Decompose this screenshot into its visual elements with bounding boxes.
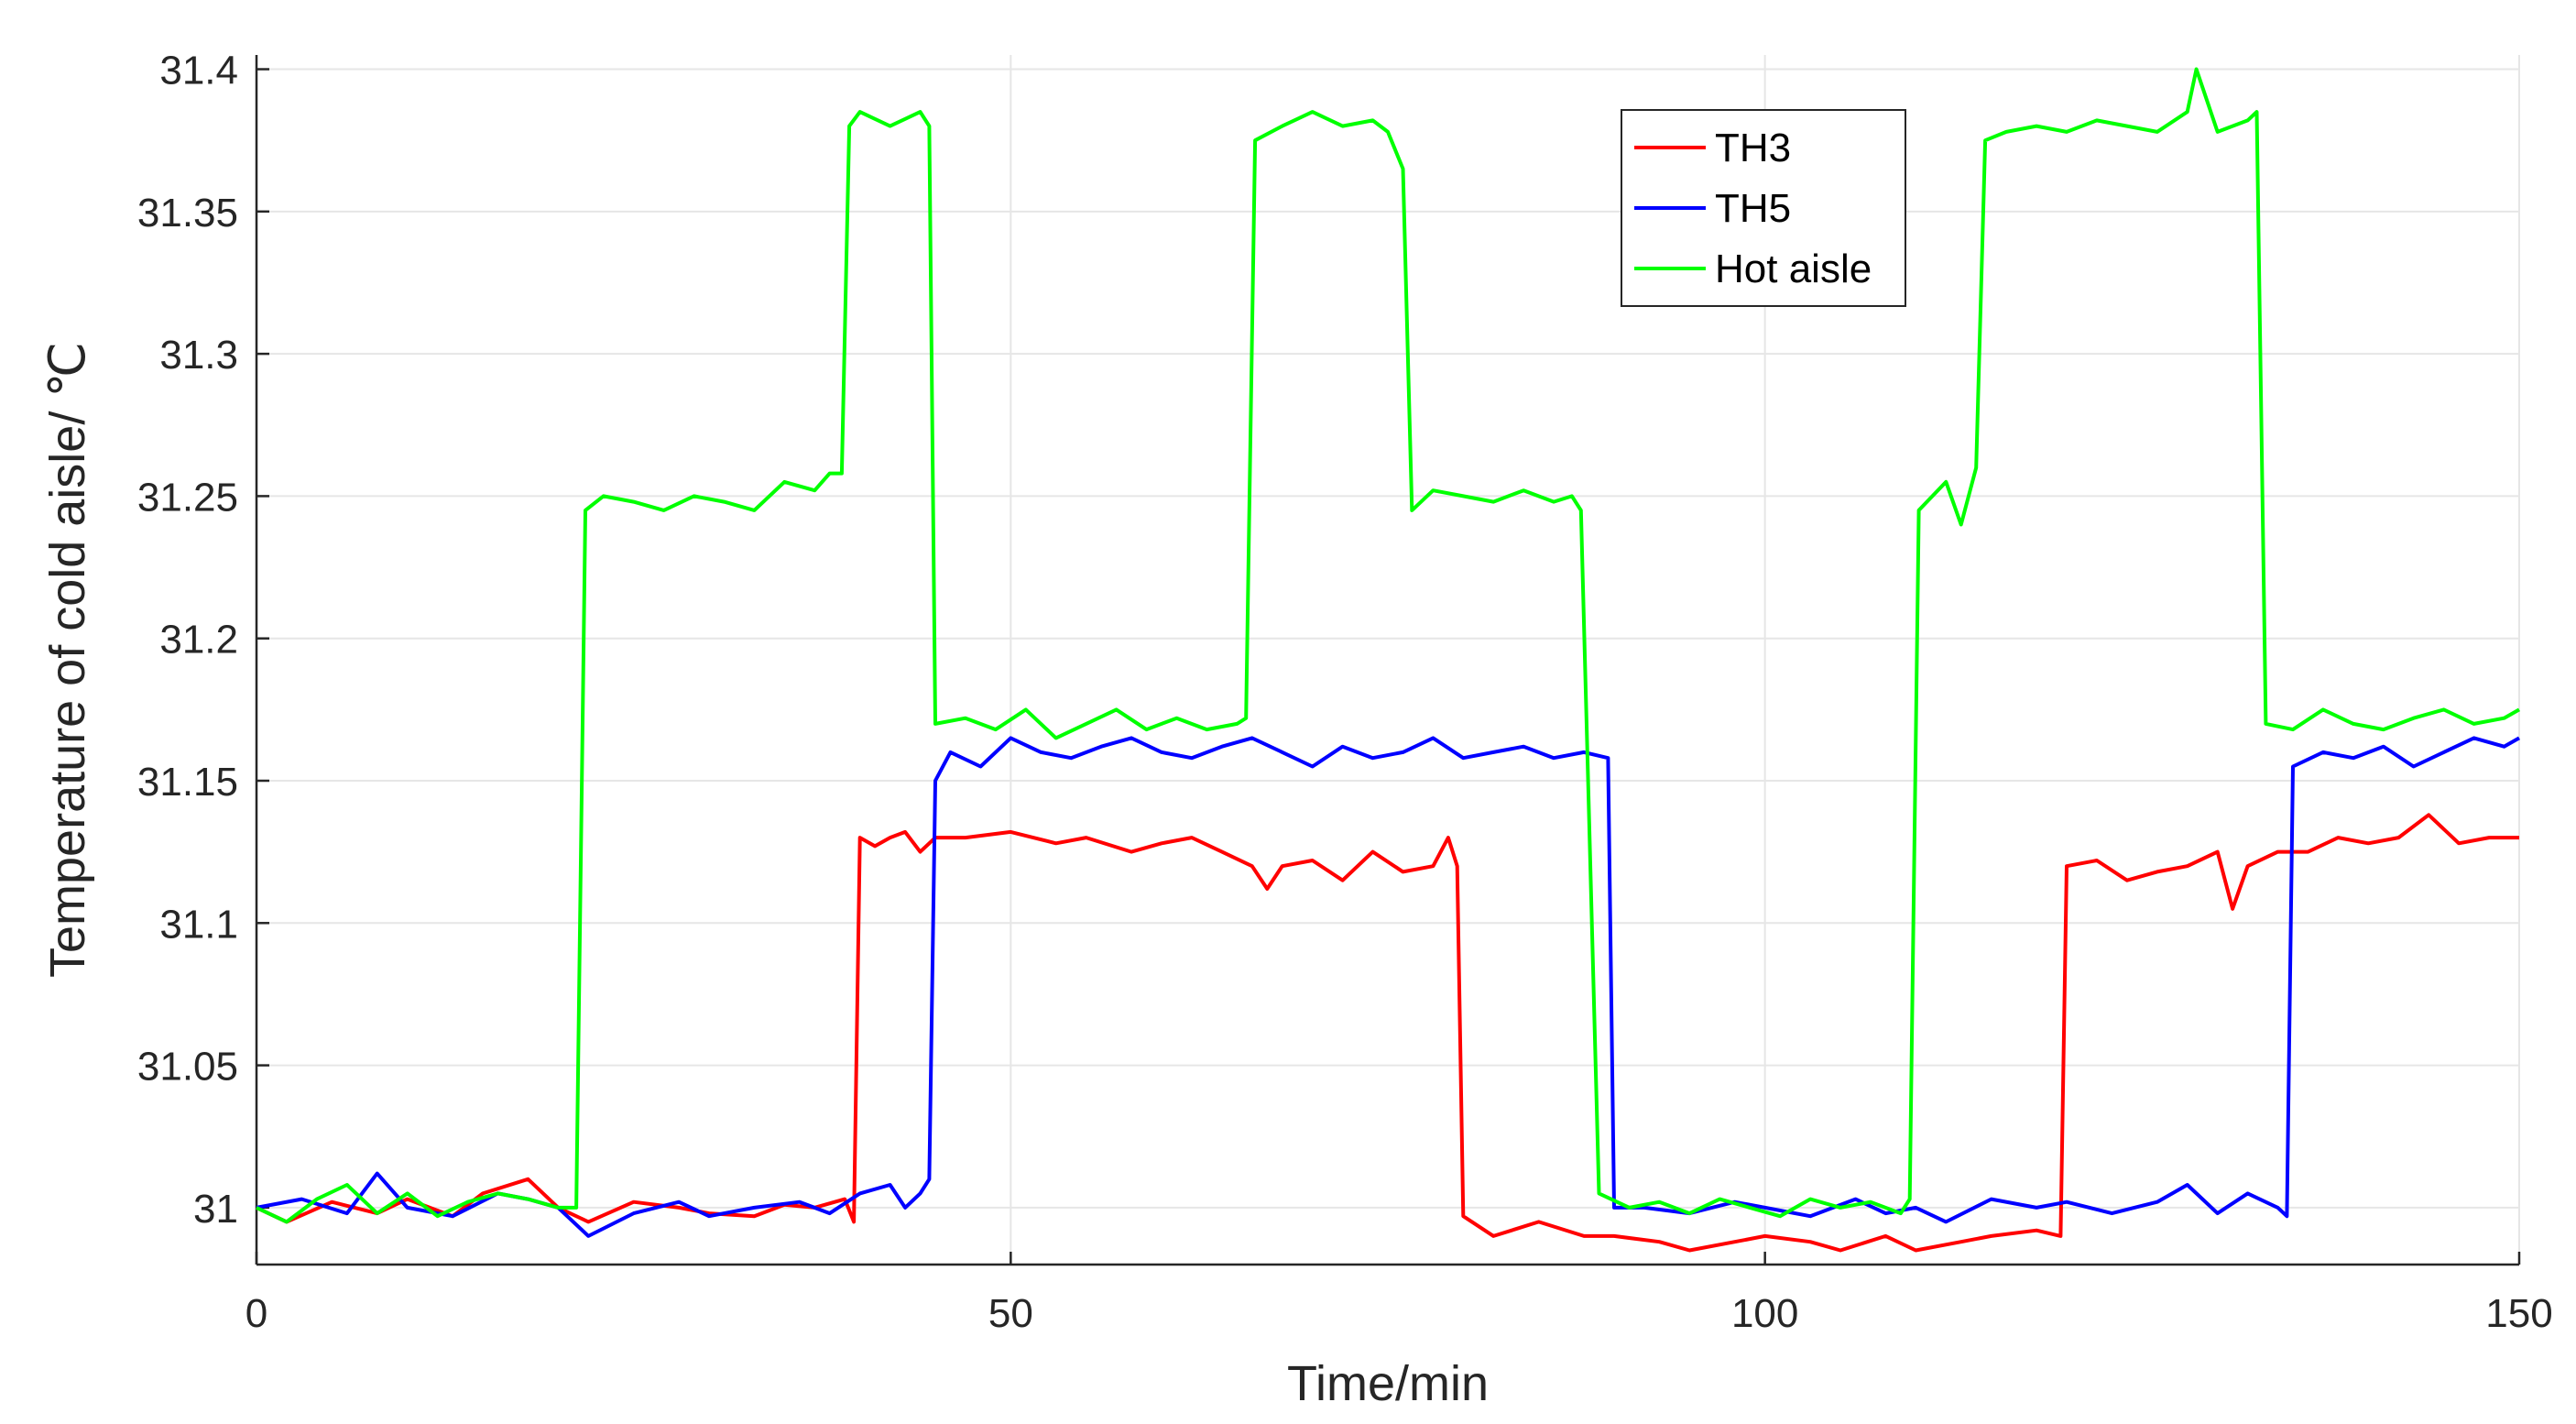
y-tick-label: 31 <box>193 1187 238 1232</box>
y-tick-label: 31.25 <box>137 475 238 520</box>
x-tick-label: 150 <box>2485 1291 2552 1336</box>
legend: TH3 TH5 Hot aisle <box>1621 109 1906 307</box>
axes <box>255 55 2521 1266</box>
y-tick-label: 31.4 <box>159 49 238 93</box>
y-tick-label: 31.05 <box>137 1045 238 1090</box>
series-line-th3 <box>256 813 2519 1253</box>
legend-label-hot-aisle: Hot aisle <box>1715 246 1872 291</box>
y-tick-label: 31.2 <box>159 618 238 663</box>
x-tick-label: 100 <box>1731 1291 1798 1336</box>
legend-label-th5: TH5 <box>1715 186 1791 231</box>
y-tick-label: 31.15 <box>137 760 238 805</box>
y-tick-label: 31.1 <box>159 902 238 947</box>
y-axis-title: Temperature of cold aisle/ ℃ <box>40 342 95 978</box>
x-tick-label: 50 <box>988 1291 1033 1336</box>
series-line-hot-aisle <box>256 67 2520 1224</box>
legend-label-th3: TH3 <box>1715 126 1791 170</box>
series-line-th5 <box>256 736 2520 1238</box>
y-tick-label: 31.35 <box>137 191 238 236</box>
series-lines <box>256 67 2520 1253</box>
y-tick-label: 31.3 <box>159 333 238 378</box>
x-axis-title: Time/min <box>1287 1356 1489 1411</box>
tick-labels: 0 50 100 150 31 31.05 31.1 31.15 31.2 31.25 31.3 31… <box>137 49 2553 1336</box>
x-tick-label: 0 <box>246 1291 267 1336</box>
